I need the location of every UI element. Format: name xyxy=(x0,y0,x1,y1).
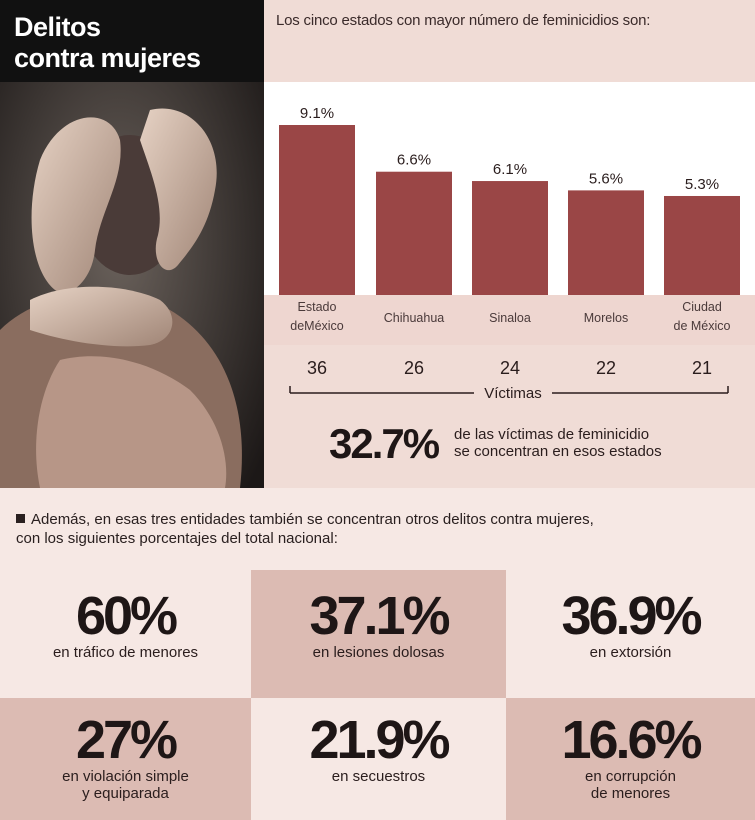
category-band xyxy=(264,295,755,345)
victims-label: Víctimas xyxy=(484,385,542,402)
additional-note: Además, en esas tres entidades también s… xyxy=(0,488,755,570)
stat-label-line2: de menores xyxy=(590,785,671,802)
chart-intro: Los cinco estados con mayor número de fe… xyxy=(276,12,651,29)
category-label-2-0: Sinaloa xyxy=(489,311,531,325)
note-line1-text: Además, en esas tres entidades también s… xyxy=(31,511,594,528)
stat-label: en secuestros xyxy=(331,768,426,785)
category-label-0-0: Estado xyxy=(298,300,337,314)
stat-value: 36.9% xyxy=(561,586,702,646)
stat-cell-1: 37.1% en lesiones dolosas xyxy=(251,570,506,698)
victims-count-4: 21 xyxy=(692,358,712,378)
stat-label: en violación simple xyxy=(62,768,189,785)
value-label-0: 9.1% xyxy=(300,105,334,122)
stat-value: 37.1% xyxy=(309,586,450,646)
feminicide-bar-chart: 9.1% Estado deMéxico 36 6.6% Chihuahua 26 6.1% S… xyxy=(279,105,740,402)
value-label-3: 5.6% xyxy=(589,170,623,187)
stat-cell-5: 16.6% en corrupción de menores xyxy=(506,698,755,820)
title-box: Delitos contra mujeres xyxy=(0,0,264,82)
category-label-3-0: Morelos xyxy=(584,311,628,325)
value-label-2: 6.1% xyxy=(493,161,527,178)
stat-cell-4: 21.9% en secuestros xyxy=(251,698,506,820)
stat-value: 16.6% xyxy=(561,710,702,770)
victims-count-1: 26 xyxy=(404,358,424,378)
summary-panel xyxy=(264,345,755,488)
stat-label: en extorsión xyxy=(589,644,672,661)
bar-1 xyxy=(376,171,452,295)
category-label-1-0: Chihuahua xyxy=(384,311,445,325)
page-title-line1: Delitos xyxy=(14,12,101,42)
value-label-4: 5.3% xyxy=(685,176,719,193)
note-line1: Además, en esas tres entidades también s… xyxy=(16,510,739,529)
category-label-4-1: de México xyxy=(674,319,731,333)
stat-value: 27% xyxy=(75,710,178,770)
stat-value: 21.9% xyxy=(309,710,450,770)
bar-0 xyxy=(279,125,355,295)
bar-4 xyxy=(664,195,740,295)
category-label-4-0: Ciudad xyxy=(682,300,722,314)
stat-cell-0: 60% en tráfico de menores xyxy=(0,570,251,698)
victims-count-2: 24 xyxy=(500,358,520,378)
stat-cell-3: 27% en violación simple y equiparada xyxy=(0,698,251,820)
category-label-0-1: deMéxico xyxy=(290,319,344,333)
summary-text: de las víctimas de feminicidio se concen… xyxy=(454,426,662,460)
stat-label-line2: y equiparada xyxy=(82,785,169,802)
page-title-line2: contra mujeres xyxy=(14,43,201,73)
bar-2 xyxy=(472,181,548,295)
victims-count-3: 22 xyxy=(596,358,616,378)
stat-value: 60% xyxy=(75,586,178,646)
note-line2: con los siguientes porcentajes del total… xyxy=(16,530,338,547)
summary-text-line1: de las víctimas de feminicidio xyxy=(454,426,650,443)
summary-percentage: 32.7% xyxy=(329,420,440,467)
stat-label: en tráfico de menores xyxy=(52,644,199,661)
square-bullet-icon xyxy=(16,514,25,523)
stat-cell-2: 36.9% en extorsión xyxy=(506,570,755,698)
bar-3 xyxy=(568,190,644,295)
stat-label: en lesiones dolosas xyxy=(312,644,445,661)
summary-text-line2: se concentran en esos estados xyxy=(454,443,662,460)
victims-count-0: 36 xyxy=(307,358,327,378)
value-label-1: 6.6% xyxy=(397,152,431,169)
stat-label: en corrupción xyxy=(585,768,676,785)
